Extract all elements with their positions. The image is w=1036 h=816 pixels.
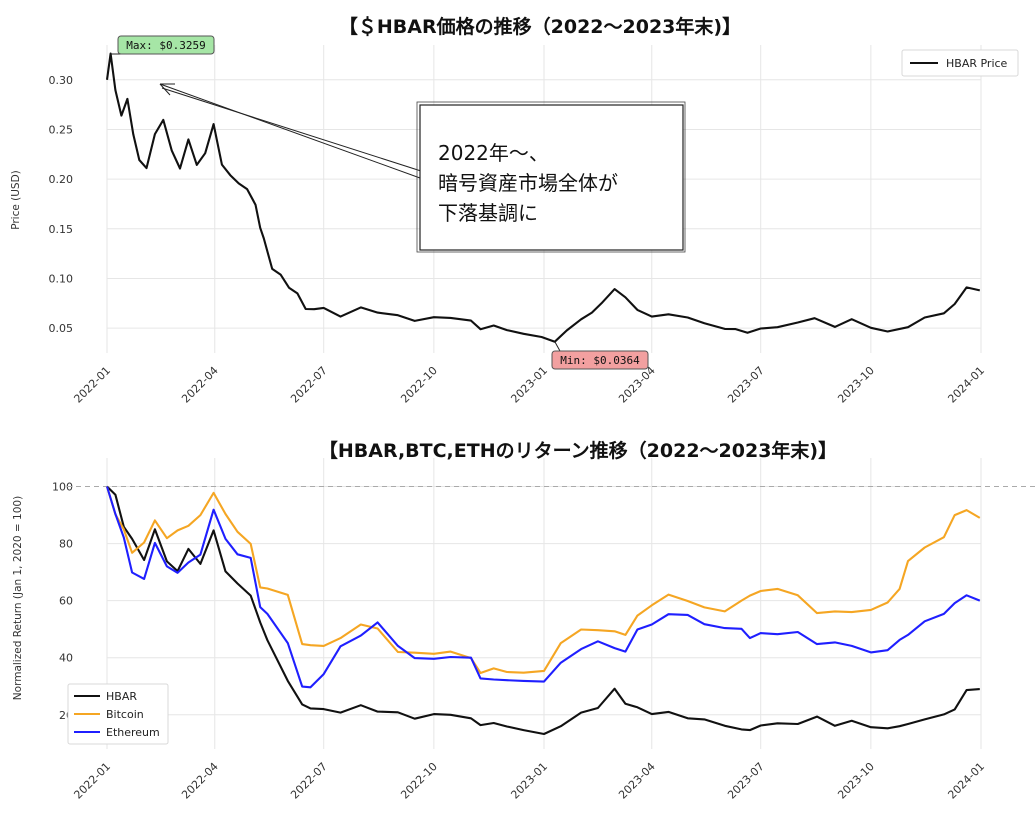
- bottom-chart-xtick-label: 2024-01: [945, 760, 987, 802]
- top-chart-xtick-label: 2023-04: [616, 364, 658, 406]
- bottom-chart-series-hbar: [106, 485, 980, 736]
- bottom-chart-xtick-label: 2023-04: [616, 760, 658, 802]
- legend-hbar-price: HBAR Price: [946, 57, 1008, 70]
- bottom-chart-series-ethereum: [105, 486, 981, 689]
- top-chart-xtick-label: 2023-10: [835, 364, 877, 406]
- bottom-chart-xtick-label: 2023-01: [508, 760, 550, 802]
- top-chart-ytick-label: 0.30: [49, 74, 74, 87]
- bottom-chart-ytick-label: 80: [59, 538, 73, 551]
- top-chart-xtick-label: 2022-04: [179, 364, 221, 406]
- legend-bitcoin: Bitcoin: [106, 708, 144, 721]
- top-chart-xtick-label: 2022-07: [288, 364, 330, 406]
- bottom-chart-legend: HBAR Bitcoin Ethereum: [67, 683, 169, 745]
- legend-hbar: HBAR: [106, 690, 137, 703]
- bottom-chart-ylabel: Normalized Return (Jan 1, 2020 = 100): [12, 496, 24, 700]
- top-chart-xtick-label: 2023-07: [725, 364, 767, 406]
- top-chart-ytick-label: 0.25: [49, 123, 74, 136]
- legend-ethereum: Ethereum: [106, 726, 160, 739]
- callout-note: 2022年〜、 暗号資産市場全体が 下落基調に: [159, 83, 686, 253]
- top-chart-ytick-label: 0.10: [49, 272, 74, 285]
- top-chart-ytick-label: 0.15: [49, 223, 74, 236]
- top-chart-xtick-label: 2023-01: [508, 364, 550, 406]
- bottom-chart-xtick-label: 2022-04: [179, 760, 221, 802]
- max-annotation-box: [117, 35, 215, 55]
- top-chart-ytick-label: 0.20: [49, 173, 74, 186]
- callout-line-3: 下落基調に: [438, 201, 538, 225]
- top-chart-xtick-label: 2024-01: [945, 364, 987, 406]
- bottom-chart-xtick-label: 2022-01: [71, 760, 113, 802]
- top-chart-xtick-label: 2022-01: [71, 364, 113, 406]
- annotation-arrow: [554, 341, 561, 352]
- bottom-chart-xtick-label: 2022-10: [398, 760, 440, 802]
- min-annotation-label: Min: $0.0364: [560, 354, 640, 367]
- bottom-chart-ytick-label: 40: [59, 652, 73, 665]
- bottom-chart-xtick-label: 2023-07: [725, 760, 767, 802]
- bottom-chart-xtick-label: 2022-07: [288, 760, 330, 802]
- bottom-chart-title: 【HBAR,BTC,ETHのリターン推移（2022〜2023年末)】: [319, 439, 837, 462]
- callout-line-2: 暗号資産市場全体が: [438, 171, 618, 195]
- callout-line-1: 2022年〜、: [438, 141, 549, 165]
- bottom-chart-series-bitcoin: [105, 486, 981, 675]
- top-chart-ylabel: Price (USD): [10, 170, 22, 230]
- top-chart-legend: HBAR Price: [901, 49, 1019, 77]
- bottom-chart-ytick-label: 100: [52, 481, 73, 494]
- top-chart-title: 【＄HBAR価格の推移（2022〜2023年末)】: [339, 15, 741, 38]
- max-annotation-label: Max: $0.3259: [126, 39, 205, 52]
- top-chart-series-hbar-price: [105, 52, 981, 343]
- top-chart-xtick-label: 2022-10: [398, 364, 440, 406]
- top-chart-ytick-label: 0.05: [49, 322, 74, 335]
- min-annotation-box: [551, 350, 649, 370]
- bottom-chart-ytick-label: 60: [59, 595, 73, 608]
- bottom-chart-xtick-label: 2023-10: [835, 760, 877, 802]
